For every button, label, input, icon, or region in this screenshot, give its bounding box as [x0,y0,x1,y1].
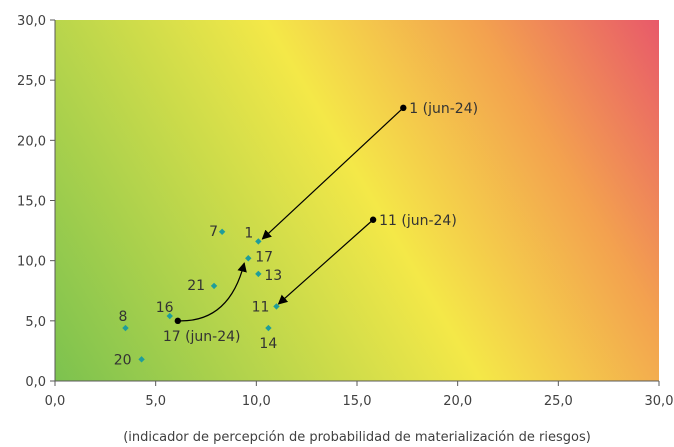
point-current [166,312,173,320]
point-current [273,303,280,310]
point-current [138,356,145,363]
point-label: 13 [264,268,282,284]
point-label: 20 [114,352,132,368]
y-tick-label: 10,0 [17,255,46,270]
point-label: 1 (jun-24) [409,101,478,117]
trend-arrow [261,107,404,240]
point-label: 14 [259,336,277,352]
y-tick-label: 20,0 [17,134,46,149]
x-tick-label: 10,0 [242,394,271,409]
point-current [245,255,252,262]
point-label: 8 [118,309,127,325]
y-tick-label: 15,0 [17,195,46,210]
x-tick-label: 20,0 [443,394,472,409]
x-tick-label: 15,0 [343,394,372,409]
y-tick-label: 5,0 [25,315,46,330]
point-previous [174,317,182,325]
point-current [210,282,218,290]
point-label: 11 (jun-24) [379,213,457,229]
x-tick-label: 25,0 [544,394,573,409]
point-current [255,270,262,278]
point-label: 16 [156,300,174,316]
y-tick-label: 30,0 [17,14,46,29]
point-current [255,238,262,245]
point-label: 1 [244,225,253,241]
arrows [177,107,404,322]
plot-area-heatmap [55,20,659,381]
point-previous [400,104,407,112]
point-label: 7 [209,224,218,240]
point-label: 11 [252,299,270,315]
x-axis-title: (indicador de percepción de probabilidad… [123,430,591,445]
point-label: 17 [255,249,273,265]
point-current [122,324,129,332]
x-tick-label: 0,0 [45,394,66,409]
y-tick-label: 0,0 [25,375,46,390]
point-previous [369,216,377,223]
trend-arrow [277,219,374,305]
point-current [218,228,226,235]
point-current [265,324,272,332]
x-tick-label: 5,0 [145,394,166,409]
point-label: 17 (jun-24) [163,329,241,345]
y-tick-label: 25,0 [17,74,46,89]
x-tick-label: 30,0 [645,394,674,409]
axes: 0,0 5,0 10,0 15,0 20,0 25,0 30,0 0,0 5,0 10,0 15,0… [17,14,673,409]
point-label: 21 [187,278,205,294]
trend-arrow [177,262,247,322]
